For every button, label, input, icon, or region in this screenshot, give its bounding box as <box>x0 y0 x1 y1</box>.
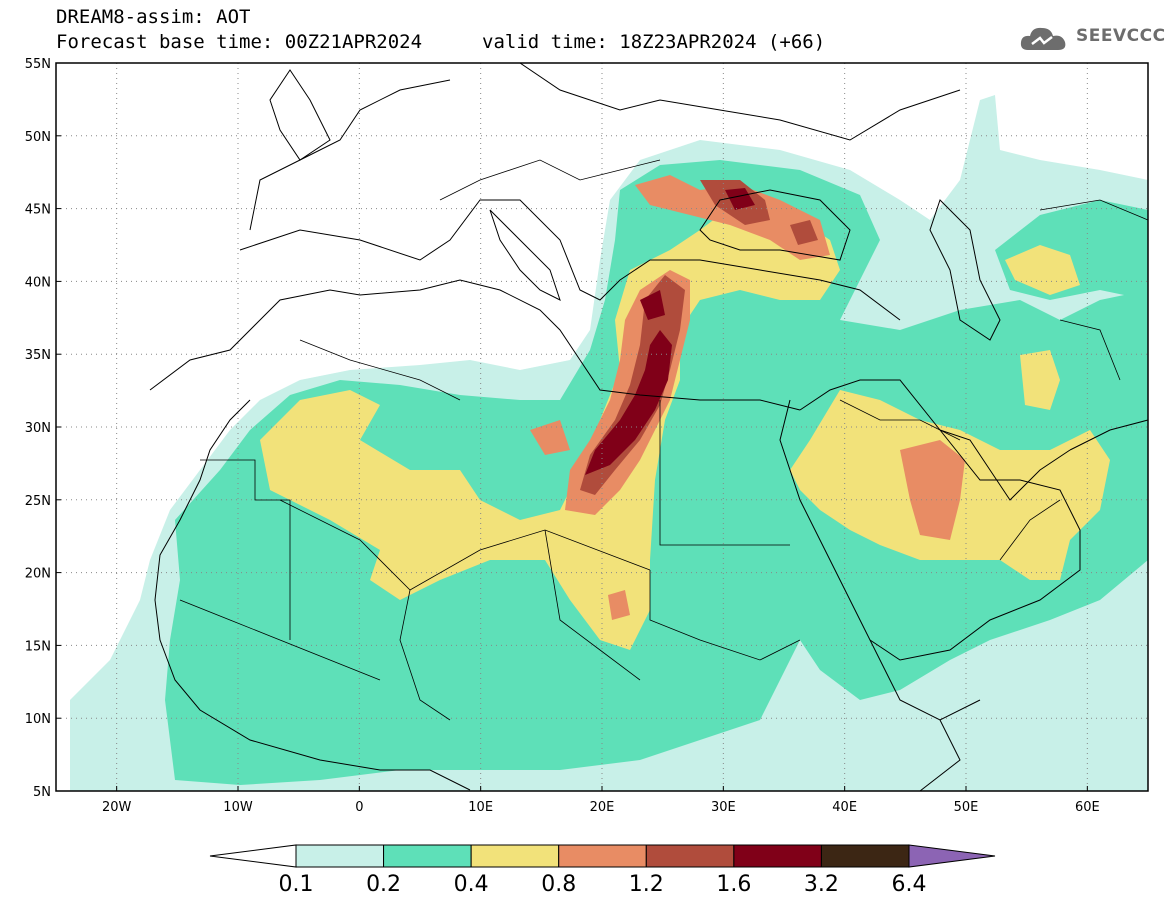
colorbar-level-label: 1.2 <box>629 872 664 897</box>
lat-label: 55N <box>25 57 51 72</box>
lon-label: 10W <box>223 800 253 815</box>
coastline-caspian-sea <box>929 199 1001 341</box>
graticule <box>56 63 1148 791</box>
colorbar-swatch <box>733 844 822 868</box>
coastline-west-africa <box>149 279 581 391</box>
colorbar-level-label: 1.6 <box>716 872 751 897</box>
lat-label: 10N <box>25 712 51 727</box>
coastlines <box>149 63 1148 791</box>
map-title: DREAM8-assim: AOT <box>56 6 251 28</box>
lat-label: 30N <box>25 421 51 436</box>
aot-level-0.8 <box>635 175 830 260</box>
aot-field <box>70 95 1148 791</box>
country-borders <box>179 159 1148 721</box>
aot-level-0.8 <box>608 590 630 620</box>
border-sudan <box>649 570 801 661</box>
border-europe-central <box>439 159 661 201</box>
forecast-base-time: Forecast base time: 00Z21APR2024 <box>56 31 423 53</box>
colorbar-level-label: 0.2 <box>366 872 401 897</box>
lat-label: 35N <box>25 348 51 363</box>
border-chad-sudan <box>544 529 641 681</box>
lon-label: 50E <box>954 800 979 815</box>
border-mauritania-senegal <box>200 459 291 640</box>
lat-label: 50N <box>25 130 51 145</box>
lon-label: 40E <box>832 800 857 815</box>
lon-label: 20W <box>102 800 132 815</box>
longitude-labels: 20W 10W 0 10E 20E 30E 40E 50E 60E <box>102 786 1100 815</box>
colorbar-swatch <box>558 844 647 868</box>
colorbar <box>209 844 996 868</box>
border-central-asia <box>1039 199 1148 221</box>
coastline-red-sea <box>779 399 981 721</box>
lat-label: 40N <box>25 275 51 290</box>
lon-label: 20E <box>590 800 615 815</box>
coastline-iran-india <box>1069 419 1148 451</box>
colorbar-labels: 0.1 0.2 0.4 0.8 1.2 1.6 3.2 6.4 <box>279 872 927 897</box>
border-algeria-mali <box>279 499 651 591</box>
coastline-italy <box>489 209 561 301</box>
lat-label: 20N <box>25 567 51 582</box>
colorbar-swatch <box>383 844 472 868</box>
coastline-northern-europe <box>519 63 961 141</box>
coastline-persian-gulf <box>939 429 1071 501</box>
lat-label: 15N <box>25 639 51 654</box>
coastline-europe-south <box>239 199 901 321</box>
lon-label: 0 <box>355 800 363 815</box>
colorbar-level-label: 0.4 <box>454 872 489 897</box>
logo-text: SEEVCCC <box>1076 26 1165 46</box>
lat-label: 25N <box>25 494 51 509</box>
border-arabia-interior <box>839 399 961 441</box>
colorbar-swatch <box>645 844 735 868</box>
colorbar-swatch <box>295 844 385 868</box>
aot-level-0.4 <box>1020 350 1060 410</box>
border-libya-egypt <box>659 400 790 546</box>
aot-level-0.4 <box>260 210 840 650</box>
aot-level-0.2 <box>165 160 1148 785</box>
coastline-black-sea <box>699 189 851 261</box>
aot-level-1.2 <box>790 220 818 245</box>
border-iran-afghanistan <box>1059 319 1121 381</box>
colorbar-level-label: 0.1 <box>279 872 314 897</box>
colorbar-level-label: 0.8 <box>541 872 576 897</box>
lon-label: 10E <box>468 800 493 815</box>
latitude-labels: 55N 50N 45N 40N 35N 30N 25N 20N 15N 10N 5N <box>25 57 61 800</box>
aot-level-1.6 <box>725 188 755 210</box>
colorbar-low-arrow <box>209 844 297 868</box>
coastline-british-isles <box>269 69 331 161</box>
coastline-arabia <box>799 379 1081 661</box>
border-sahara-north <box>299 339 461 401</box>
border-yemen <box>999 499 1061 561</box>
colorbar-high-arrow <box>908 844 996 868</box>
cloud-icon <box>1020 27 1066 50</box>
colorbar-level-label: 3.2 <box>804 872 839 897</box>
border-west-africa <box>179 599 381 681</box>
colorbar-swatch <box>820 844 910 868</box>
border-sahel <box>399 589 451 721</box>
coastline-horn-of-africa <box>919 719 961 791</box>
aot-level-0.4 <box>1005 245 1080 295</box>
valid-time: valid time: 18Z23APR2024 (+66) <box>482 31 826 53</box>
lon-label: 30E <box>711 800 736 815</box>
coastline-europe-west <box>249 79 451 231</box>
lat-label: 5N <box>33 785 51 800</box>
colorbar-level-label: 6.4 <box>892 872 927 897</box>
colorbar-swatch <box>470 844 560 868</box>
coastline-mediterranean-africa <box>579 359 801 411</box>
seevccc-logo: SEEVCCC <box>1018 22 1165 56</box>
lon-label: 60E <box>1075 800 1100 815</box>
aot-level-1.6 <box>585 330 672 475</box>
aot-level-0.8 <box>900 440 965 540</box>
lat-label: 45N <box>25 203 51 218</box>
aot-level-1.6 <box>640 290 665 320</box>
aot-level-0.8 <box>530 420 570 455</box>
